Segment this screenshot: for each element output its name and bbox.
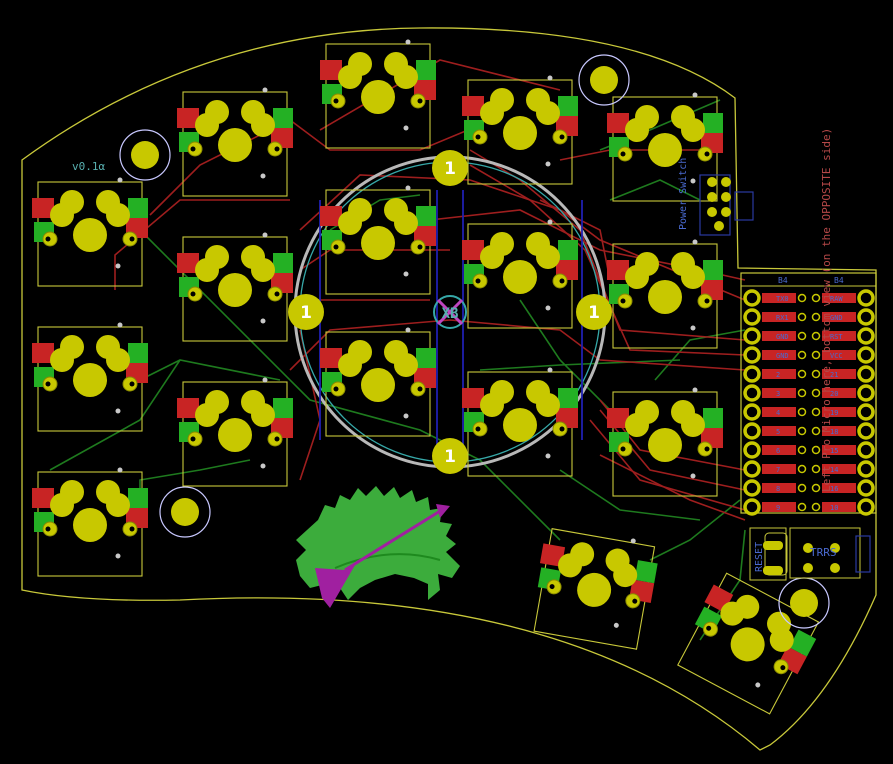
key-switch — [607, 92, 723, 202]
mcu-header-left: B4 — [778, 276, 788, 285]
mcu-pin-label: GND — [830, 314, 843, 322]
version-label: v0.1α — [72, 160, 105, 173]
reset-switch: RESET — [749, 527, 788, 581]
mounting-hole-icon — [778, 577, 830, 629]
mounting-hole-icon — [159, 486, 211, 538]
board-outline — [21, 27, 877, 751]
encoder-hole-label: 1 — [300, 303, 312, 323]
key-switch — [607, 239, 723, 349]
power-switch-label: Power Switch — [678, 158, 689, 230]
key-switch — [462, 219, 578, 329]
encoder-icon: XB — [433, 295, 467, 329]
power-switch: Power Switch — [678, 158, 754, 236]
encoder-hole-label: 1 — [588, 303, 600, 323]
key-switch — [607, 387, 723, 497]
encoder-hole-label: 1 — [444, 447, 456, 467]
encoder-center-label: XB — [442, 306, 459, 322]
mcu-pin-label: 5 — [776, 428, 780, 436]
mcu-pin-label: VCC — [830, 352, 843, 360]
mcu-pin-label: GND — [776, 333, 789, 341]
key-switch — [462, 367, 578, 477]
mcu-pin-label: 9 — [776, 504, 780, 512]
mcu-pin-label: RST — [830, 333, 843, 341]
mcu-pin-label: 3 — [776, 390, 780, 398]
key-switch — [32, 467, 148, 577]
mcu-pin-label: 18 — [830, 428, 838, 436]
frog-logo-icon — [296, 486, 460, 608]
key-switch — [177, 87, 293, 197]
key-switch — [177, 232, 293, 342]
mcu-pin-label: 6 — [776, 447, 780, 455]
trrs-jack: TRRS — [789, 527, 871, 579]
encoder-mount-hole: 1 — [576, 294, 612, 330]
key-switch — [320, 39, 436, 149]
mcu-pin-label: TX0 — [776, 295, 789, 303]
mcu-pin-label: 8 — [776, 485, 780, 493]
key-switch — [32, 322, 148, 432]
mcu-pin-label: RX1 — [776, 314, 789, 322]
encoder-hole-label: 1 — [444, 159, 456, 179]
encoder-mount-hole: 1 — [288, 294, 324, 330]
encoder: XB 1 1 1 1 — [288, 150, 612, 474]
mcu-pin-label: 7 — [776, 466, 780, 474]
key-switch — [177, 377, 293, 487]
reset-label: RESET — [754, 542, 765, 572]
key-switch — [533, 528, 658, 650]
mcu-pin-label: 20 — [830, 390, 838, 398]
key-switch-footprints — [32, 39, 820, 715]
mcu-pin-label: RAW — [830, 295, 843, 303]
mcu-pin-label: 19 — [830, 409, 838, 417]
encoder-mount-hole: 1 — [432, 438, 468, 474]
trrs-label: TRRS — [810, 546, 837, 559]
mounting-holes — [119, 54, 830, 629]
mcu-pin-label: 2 — [776, 371, 780, 379]
mcu-pin-label: 4 — [776, 409, 780, 417]
encoder-mount-hole: 1 — [432, 150, 468, 186]
mounting-hole-icon — [119, 129, 171, 181]
mcu-pin-label: 10 — [830, 504, 838, 512]
key-switch — [320, 327, 436, 437]
key-switch — [462, 75, 578, 185]
pro-micro-controller: B4 B4 TX0 RAW RX1 GND GND RST GND VCC 2 21 3 20 4 19 5… — [740, 128, 877, 516]
controller-note: Left Pro Micro here, bottom view (on the… — [820, 128, 833, 492]
mcu-pin-label: GND — [776, 352, 789, 360]
mcu-pin-label: 16 — [830, 485, 838, 493]
mcu-pin-label: 21 — [830, 371, 838, 379]
mcu-pin-label: 14 — [830, 466, 838, 474]
mcu-pin-label: 15 — [830, 447, 838, 455]
key-switch — [32, 177, 148, 287]
mcu-header-right: B4 — [834, 276, 844, 285]
mounting-hole-icon — [578, 54, 630, 106]
key-switch — [677, 572, 820, 715]
key-switch — [320, 185, 436, 295]
